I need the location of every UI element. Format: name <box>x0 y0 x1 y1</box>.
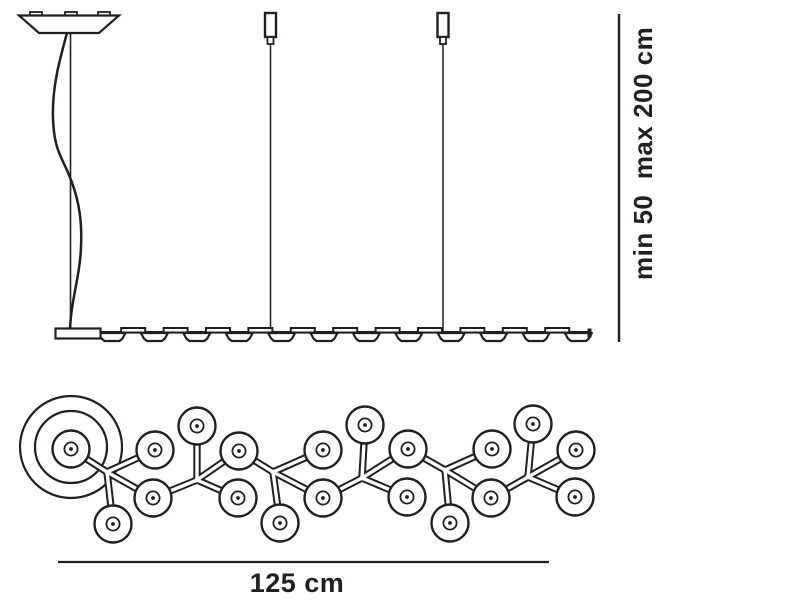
led-lens-side <box>139 331 169 343</box>
led-body-side <box>289 327 316 334</box>
height-dimension-label: min 50 max 200 cm <box>628 27 658 280</box>
ferrule-notch <box>439 36 447 45</box>
strut-junction <box>359 475 365 481</box>
led-head-dot <box>405 495 409 499</box>
power-cable <box>51 32 83 331</box>
led-head-dot <box>111 522 115 526</box>
led-head <box>303 478 343 518</box>
led-head-dot <box>278 521 282 525</box>
led-head-dot <box>151 496 155 500</box>
led-head-dot <box>321 448 325 452</box>
led-head <box>387 477 427 517</box>
led-body-side <box>501 327 528 334</box>
led-head <box>555 477 595 517</box>
led-lens-side <box>309 331 339 343</box>
led-lens-side <box>97 331 127 343</box>
led-body-side <box>374 327 401 334</box>
strut-junction <box>442 467 448 473</box>
strut-junction <box>270 469 276 475</box>
led-head <box>219 431 259 471</box>
ferrule-notch <box>266 36 275 45</box>
cable-entry-block <box>54 327 102 340</box>
led-head-dot <box>406 447 410 451</box>
led-head-dot <box>236 496 240 500</box>
led-head-dot <box>363 423 367 427</box>
led-head <box>345 405 385 445</box>
led-lens-side <box>351 331 381 343</box>
led-body-side <box>162 327 189 334</box>
width-dimension-label: 125 cm <box>250 568 345 598</box>
wire-ferrule <box>436 11 450 39</box>
led-head-dot <box>574 448 578 452</box>
led-body-side <box>120 327 147 334</box>
led-head <box>472 429 512 469</box>
led-head <box>93 504 133 544</box>
led-head-dot <box>573 495 577 499</box>
led-head <box>51 429 91 469</box>
ceiling-canopy <box>16 14 122 35</box>
led-head <box>177 406 217 446</box>
led-head <box>471 478 511 518</box>
led-lens-side <box>521 331 551 343</box>
led-head-dot <box>195 424 199 428</box>
strut-junction <box>525 474 531 480</box>
led-head <box>556 430 596 470</box>
led-head <box>135 430 175 470</box>
top-view <box>18 394 596 544</box>
led-body-side <box>459 327 486 334</box>
led-head-dot <box>237 449 241 453</box>
led-head <box>388 429 428 469</box>
dimension-lines <box>58 14 621 564</box>
led-body-side <box>205 327 231 334</box>
led-lens-side <box>182 331 212 343</box>
led-head-dot <box>448 521 452 525</box>
led-head-dot <box>531 422 535 426</box>
led-head-dot <box>153 448 157 452</box>
led-lens-side <box>224 331 254 343</box>
wire-ferrule <box>263 11 278 39</box>
led-head <box>218 478 258 518</box>
bar-end-cap <box>587 328 592 338</box>
led-head-dot <box>321 496 325 500</box>
led-head <box>430 503 470 543</box>
side-view <box>16 11 593 343</box>
led-head-dot <box>490 447 494 451</box>
led-lens-side <box>267 331 297 343</box>
strut-junction <box>194 477 200 483</box>
led-head <box>513 404 553 444</box>
led-head-dot <box>489 496 493 500</box>
led-lens-side <box>479 331 509 343</box>
led-lens-side <box>436 331 466 343</box>
led-head <box>303 430 343 470</box>
led-body-side <box>417 327 443 334</box>
led-body-side <box>544 327 571 334</box>
led-body-side <box>332 327 359 334</box>
led-body-side <box>247 327 274 334</box>
strut-junction <box>104 469 110 475</box>
led-head <box>133 478 173 518</box>
led-lens-side <box>563 331 593 343</box>
led-lens-side <box>394 331 424 343</box>
led-head-dot <box>69 447 73 451</box>
led-head <box>260 503 300 543</box>
